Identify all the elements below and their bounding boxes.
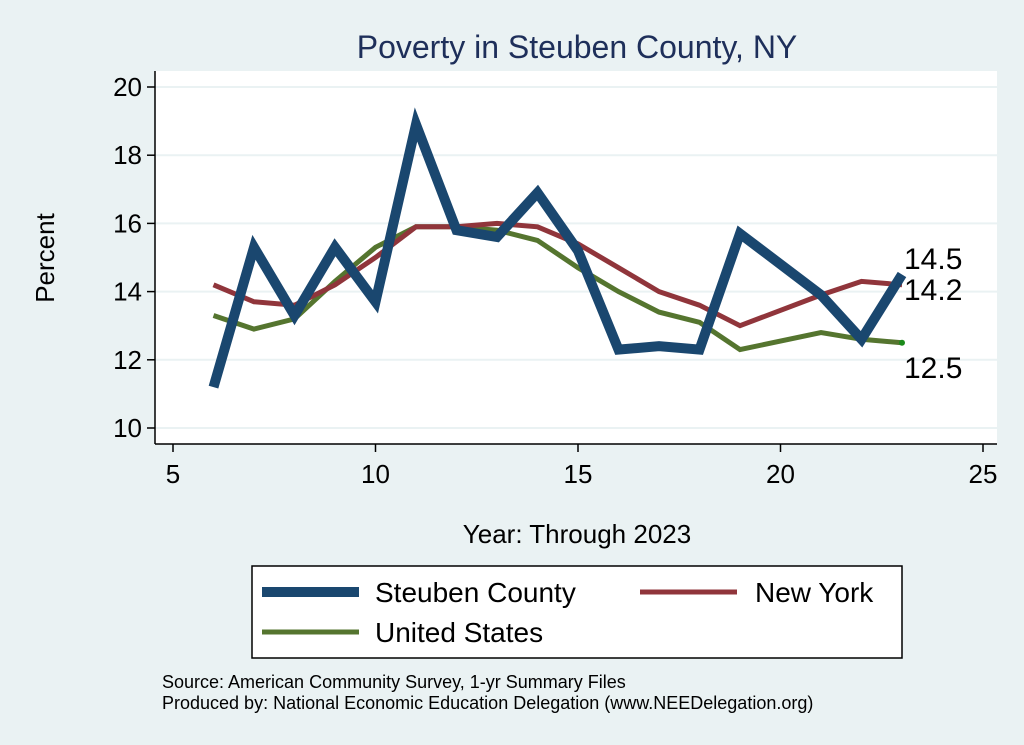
producer-note: Produced by: National Economic Education…: [162, 693, 813, 713]
y-tick-label: 14: [113, 277, 142, 307]
end-labels: 14.514.2 12.5: [904, 243, 962, 385]
x-tick-label: 15: [564, 459, 593, 489]
y-tick-label: 16: [113, 208, 142, 238]
x-tick-label: 10: [361, 459, 390, 489]
chart-title: Poverty in Steuben County, NY: [357, 29, 798, 65]
source-note: Source: American Community Survey, 1-yr …: [162, 672, 626, 692]
end-label: 14.5: [904, 243, 962, 276]
y-tick-label: 20: [113, 72, 142, 102]
end-label: 12.5: [904, 352, 962, 385]
end-label: 14.2: [904, 274, 962, 307]
legend-label: United States: [375, 617, 543, 648]
x-tick-label: 5: [166, 459, 180, 489]
legend-label: Steuben County: [375, 577, 576, 608]
series-line-steuben-county: [208, 107, 907, 389]
y-axis-title: Percent: [30, 212, 60, 302]
legend: Steuben County New York United States: [251, 565, 903, 659]
axes: 10 12 14 16 18 20 5 10 15 20 25: [113, 71, 997, 489]
y-tick-label: 12: [113, 345, 142, 375]
x-tick-label: 25: [969, 459, 998, 489]
series-end-marker: [899, 339, 905, 346]
gridlines: [155, 86, 997, 429]
legend-box: [251, 565, 903, 659]
y-tick-label: 10: [113, 413, 142, 443]
y-tick-label: 18: [113, 140, 142, 170]
x-tick-label: 20: [766, 459, 795, 489]
legend-label: New York: [755, 577, 874, 608]
series-line-new-york: [212, 220, 903, 329]
x-axis-title: Year: Through 2023: [463, 519, 691, 549]
series-lines: [208, 107, 907, 389]
